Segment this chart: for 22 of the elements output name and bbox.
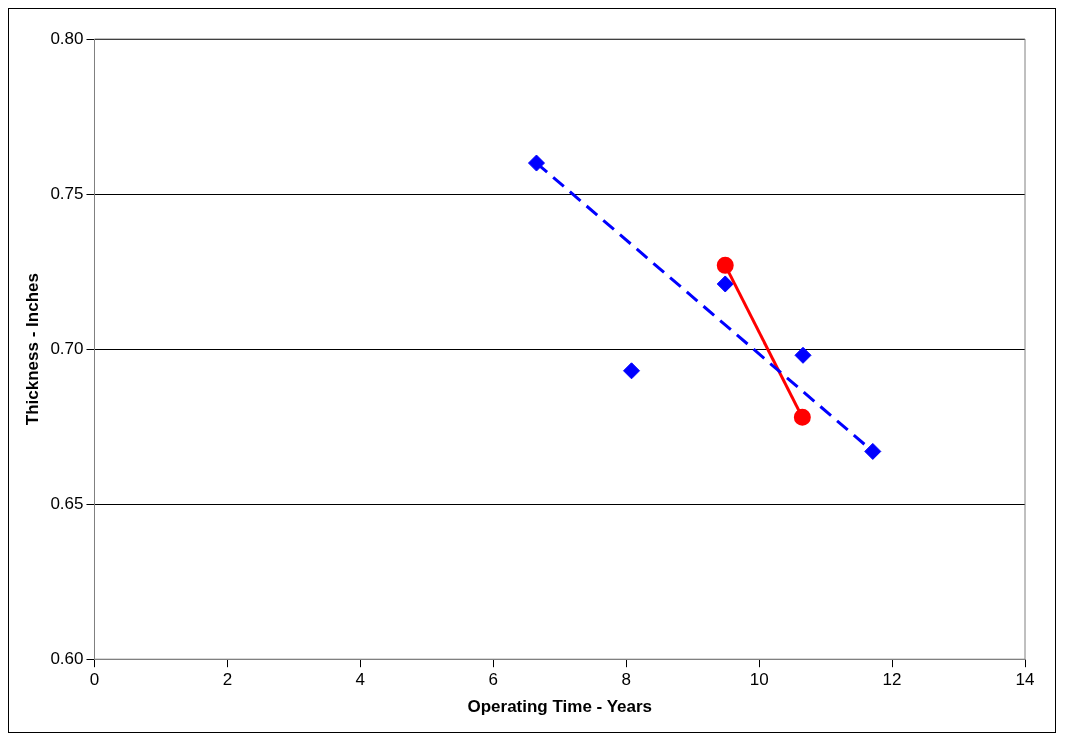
point xyxy=(794,346,812,364)
point xyxy=(793,408,811,426)
point xyxy=(527,154,545,172)
y-tick-label: 0.60 xyxy=(50,648,84,668)
x-tick-label: 12 xyxy=(882,670,902,690)
point xyxy=(716,275,734,293)
x-tick-label: 6 xyxy=(488,670,499,690)
y-tick-label: 0.75 xyxy=(50,183,84,203)
x-tick-label: 14 xyxy=(1015,670,1035,690)
x-tick-label: 2 xyxy=(222,670,233,690)
point xyxy=(623,362,641,380)
x-tick-label: 0 xyxy=(89,670,100,690)
x-tick-label: 8 xyxy=(621,670,631,690)
x-tick-label: 4 xyxy=(355,670,366,690)
y-axis-title: Thickness - Inches xyxy=(22,273,42,426)
y-tick-label: 0.80 xyxy=(50,28,84,48)
x-axis-title: Operating Time - Years xyxy=(467,697,653,717)
x-tick-label: 10 xyxy=(749,670,769,690)
point xyxy=(716,256,734,274)
y-tick-label: 0.70 xyxy=(50,338,84,358)
point xyxy=(864,442,882,460)
y-tick-label: 0.65 xyxy=(50,493,84,513)
